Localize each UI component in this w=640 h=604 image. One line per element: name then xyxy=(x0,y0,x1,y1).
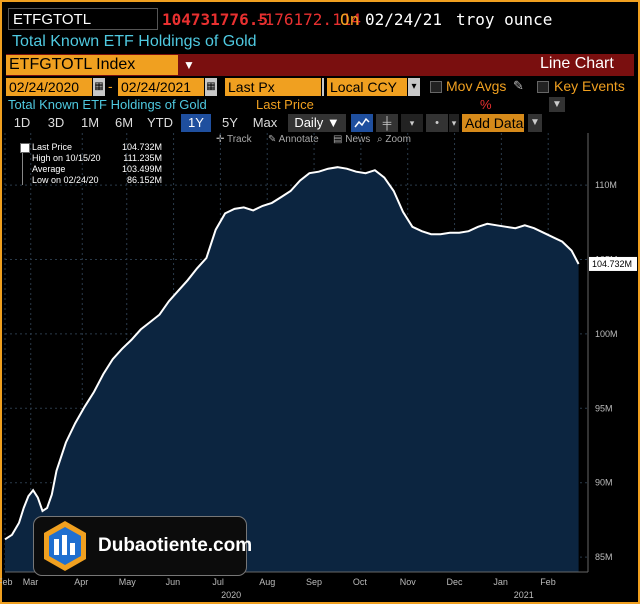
end-date-calendar-icon[interactable]: ▦ xyxy=(205,78,217,96)
frequency-select[interactable]: Daily ▼ xyxy=(288,114,346,132)
tab-3d[interactable]: 3D xyxy=(47,115,65,130)
y-tick-label: 100M xyxy=(595,329,618,339)
news-label: News xyxy=(345,134,371,145)
end-date-field[interactable]: 02/24/2021 xyxy=(118,78,204,96)
x-tick-label: Jul xyxy=(212,577,224,587)
zoom-icon: ⌕ xyxy=(377,134,386,145)
annotate-icon: ✎ xyxy=(268,134,279,145)
legend-label: Last Price xyxy=(32,142,73,152)
watermark-logo-icon xyxy=(44,521,86,571)
chart-type-label[interactable]: Line Chart xyxy=(540,55,614,72)
candlestick-icon[interactable]: ╪ xyxy=(376,114,398,132)
year-label: 2021 xyxy=(514,590,534,600)
y-tick-label: 85M xyxy=(595,552,613,562)
news-tool[interactable]: ▤ News xyxy=(333,133,370,147)
series-field: Last Price xyxy=(256,97,314,112)
price-line xyxy=(4,166,580,541)
security-menu-button[interactable]: ▼ xyxy=(181,55,197,75)
tab-1y[interactable]: 1Y xyxy=(181,114,211,132)
track-label: Track xyxy=(226,134,252,145)
news-icon: ▤ xyxy=(333,134,346,145)
on-label: On xyxy=(340,10,360,29)
more-options-dropdown-icon[interactable]: ▾ xyxy=(449,114,459,132)
last-value: 104731776.5 xyxy=(162,10,268,29)
unit-label: troy ounce xyxy=(456,10,553,29)
security-description: Total Known ETF Holdings of Gold xyxy=(12,33,257,50)
legend-value: 103.499M xyxy=(121,164,162,174)
legend-label: Average xyxy=(32,164,66,174)
tab-max[interactable]: Max xyxy=(252,115,278,130)
more-options-icon[interactable]: • xyxy=(426,114,448,132)
legend-value: 111.235M xyxy=(123,153,162,163)
start-date-field[interactable]: 02/24/2020 xyxy=(6,78,92,96)
y-tick-label: 95M xyxy=(595,403,613,413)
currency-select[interactable]: Local CCY xyxy=(327,78,407,96)
start-date-calendar-icon[interactable]: ▦ xyxy=(93,78,105,96)
field-select[interactable]: Last Px xyxy=(225,78,321,96)
chart-style-dropdown-icon[interactable]: ▾ xyxy=(401,114,423,132)
x-tick-label: Jan xyxy=(493,577,508,587)
header-date: 02/24/21 xyxy=(365,10,443,29)
tab-1d[interactable]: 1D xyxy=(13,115,31,130)
annotate-label: Annotate xyxy=(278,134,319,145)
series-name: Total Known ETF Holdings of Gold xyxy=(8,97,207,112)
currency-dropdown-icon[interactable]: ▾ xyxy=(408,78,420,96)
legend-label: Low on 02/24/20 xyxy=(32,175,99,185)
price-area xyxy=(5,167,579,572)
legend-value: 86.152M xyxy=(126,175,162,185)
zoom-label: Zoom xyxy=(385,134,411,145)
x-tick-label: Apr xyxy=(74,577,88,587)
watermark-text: Dubaotiente.com xyxy=(98,535,253,556)
ticker-field[interactable]: ETFGTOTL xyxy=(8,8,158,30)
field-select-divider xyxy=(322,78,324,96)
x-tick-label: Feb xyxy=(540,577,556,587)
percent-label: % xyxy=(480,97,492,112)
mov-avgs-label[interactable]: Mov Avgs xyxy=(446,78,507,94)
security-field[interactable]: ETFGTOTL Index xyxy=(6,55,178,75)
date-range-dash: - xyxy=(108,78,113,94)
legend-range-bracket xyxy=(22,153,23,185)
legend-checkbox[interactable] xyxy=(20,143,30,153)
change-value: -176172.114 xyxy=(255,10,361,29)
last-value-tag-text: 104.732M xyxy=(592,259,632,269)
tab-5y[interactable]: 5Y xyxy=(222,115,238,130)
legend-value: 104.732M xyxy=(121,142,162,152)
y-tick-label: 90M xyxy=(595,478,613,488)
legend-label: High on 10/15/20 xyxy=(32,153,101,163)
last-value-tag: 104.732M xyxy=(589,256,637,271)
x-tick-label: Oct xyxy=(353,577,368,587)
x-tick-label: Feb xyxy=(0,577,13,587)
x-tick-label: Sep xyxy=(306,577,322,587)
series-menu-button[interactable]: ▼ xyxy=(549,97,565,112)
y-tick-label: 110M xyxy=(595,180,617,190)
x-tick-label: May xyxy=(119,577,137,587)
x-tick-label: Jun xyxy=(166,577,181,587)
key-events-checkbox[interactable] xyxy=(537,81,549,93)
line-chart-icon[interactable] xyxy=(351,114,373,132)
tab-ytd[interactable]: YTD xyxy=(147,115,173,130)
tab-1m[interactable]: 1M xyxy=(80,115,100,130)
pencil-icon[interactable]: ✎ xyxy=(513,78,524,93)
last-value-tag-bg xyxy=(589,256,637,271)
add-data-menu-button[interactable]: ▼ xyxy=(528,114,542,132)
x-tick-label: Nov xyxy=(400,577,417,587)
key-events-label[interactable]: Key Events xyxy=(554,78,625,94)
tab-6m[interactable]: 6M xyxy=(114,115,134,130)
x-tick-label: Dec xyxy=(447,577,464,587)
x-tick-label: Mar xyxy=(23,577,39,587)
x-tick-label: Aug xyxy=(259,577,275,587)
zoom-tool[interactable]: ⌕ Zoom xyxy=(377,133,411,147)
add-data-field[interactable]: Add Data xyxy=(462,114,524,132)
mov-avgs-checkbox[interactable] xyxy=(430,81,442,93)
year-label: 2020 xyxy=(221,590,241,600)
watermark: Dubaotiente.com xyxy=(33,516,252,576)
annotate-tool[interactable]: ✎ Annotate xyxy=(268,133,319,147)
